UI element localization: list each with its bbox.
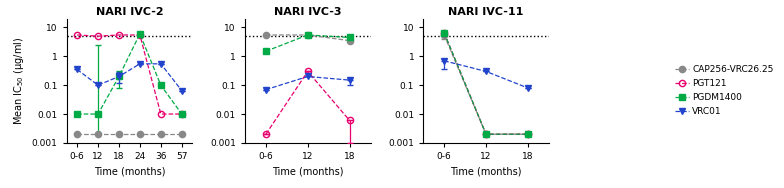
Legend: CAP256-VRC26.25, PGT121, PGDM1400, VRC01: CAP256-VRC26.25, PGT121, PGDM1400, VRC01 — [673, 63, 775, 118]
X-axis label: Time (months): Time (months) — [93, 166, 165, 177]
Y-axis label: Mean IC$_{50}$ (μg/ml): Mean IC$_{50}$ (μg/ml) — [13, 37, 26, 125]
Title: NARI IVC-3: NARI IVC-3 — [274, 7, 342, 17]
X-axis label: Time (months): Time (months) — [272, 166, 343, 177]
X-axis label: Time (months): Time (months) — [450, 166, 522, 177]
Title: NARI IVC-11: NARI IVC-11 — [448, 7, 524, 17]
Title: NARI IVC-2: NARI IVC-2 — [96, 7, 163, 17]
